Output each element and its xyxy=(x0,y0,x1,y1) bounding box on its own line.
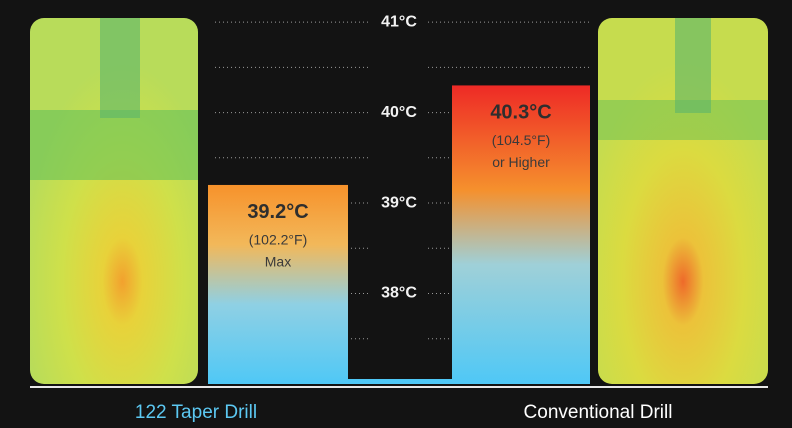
y-tick-label: 41°C xyxy=(381,13,417,30)
value-label: 39.2°C xyxy=(247,201,308,223)
thermal-image xyxy=(30,18,198,384)
bar-connector xyxy=(348,379,452,384)
x-tick-label: Conventional Drill xyxy=(524,402,673,423)
y-tick-label: 40°C xyxy=(381,104,417,121)
thermal-drill xyxy=(100,18,140,118)
fahrenheit-label: (102.2°F) xyxy=(249,232,308,248)
x-tick-label: 122 Taper Drill xyxy=(135,402,257,423)
value-label: 40.3°C xyxy=(490,102,551,124)
y-tick-label: 38°C xyxy=(381,285,417,302)
fahrenheit-label: (104.5°F) xyxy=(492,132,551,148)
note-label: Max xyxy=(265,254,291,270)
bars: 39.2°C (102.2°F) Max 40.3°C (104.5°F) or High… xyxy=(208,85,590,384)
bar xyxy=(208,184,348,384)
bar xyxy=(452,85,590,384)
note-label: or Higher xyxy=(492,154,550,170)
y-tick-label: 39°C xyxy=(381,194,417,211)
thermal-band xyxy=(30,110,198,180)
thermal-drill xyxy=(675,18,711,113)
